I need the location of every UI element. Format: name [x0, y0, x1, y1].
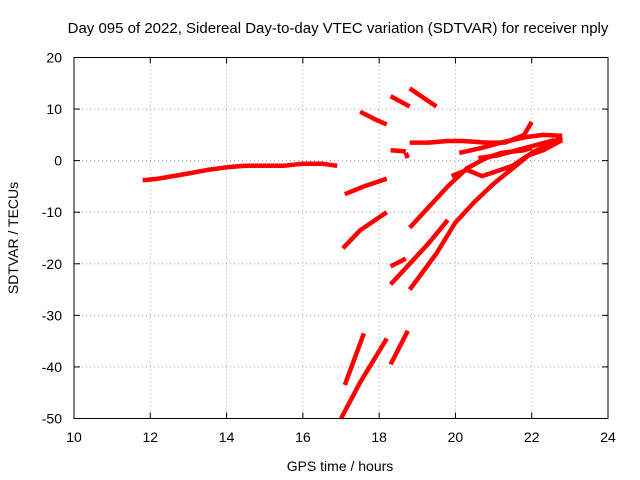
x-tick-label: 10 [66, 429, 82, 445]
series-trace-9 [389, 256, 407, 269]
series-trace-7 [390, 148, 406, 154]
y-tick-labels: 20 10 0 -10 -20 -30 -40 -50 [42, 50, 62, 427]
series-trace-5 [389, 94, 411, 109]
series-trace-4 [359, 109, 388, 127]
y-tick-label: -50 [42, 411, 62, 427]
y-tick-label: 10 [46, 101, 62, 117]
series-trace-6 [408, 86, 438, 109]
y-tick-label: -20 [42, 256, 62, 272]
series-trace-1 [142, 161, 338, 183]
x-tick-label: 24 [600, 429, 616, 445]
x-tick-label: 20 [448, 429, 464, 445]
x-tick-label: 12 [142, 429, 158, 445]
x-axis-label: GPS time / hours [287, 458, 394, 474]
chart-title: Day 095 of 2022, Sidereal Day-to-day VTE… [68, 20, 609, 37]
series-trace-2 [343, 176, 388, 197]
series-trace-11 [408, 145, 533, 230]
y-tick-label: 20 [46, 50, 62, 66]
y-axis-label: SDTVAR / TECUs [5, 182, 21, 294]
series-trace-14 [458, 132, 563, 156]
plot-frame [73, 57, 609, 419]
y-tick-label: 0 [54, 153, 62, 169]
x-tick-labels: 10 12 14 16 18 20 22 24 [66, 429, 616, 445]
series-trace-3 [341, 210, 389, 250]
series-trace-10 [388, 218, 450, 286]
series-trace-19 [388, 329, 410, 366]
y-tick-label: -30 [42, 307, 62, 323]
series-trace-16 [477, 137, 556, 161]
y-tick-label: -40 [42, 359, 62, 375]
series-trace-8 [403, 152, 410, 159]
series-layer [142, 86, 564, 420]
x-tick-label: 18 [371, 429, 387, 445]
x-tick-label: 14 [219, 429, 235, 445]
y-tick-label: -10 [42, 204, 62, 220]
series-trace-18 [339, 337, 389, 420]
x-tick-label: 22 [524, 429, 540, 445]
series-trace-17 [342, 332, 367, 386]
tick-layer [73, 57, 609, 419]
x-tick-label: 16 [295, 429, 311, 445]
series-trace-15 [450, 138, 564, 179]
grid-layer [74, 57, 608, 419]
